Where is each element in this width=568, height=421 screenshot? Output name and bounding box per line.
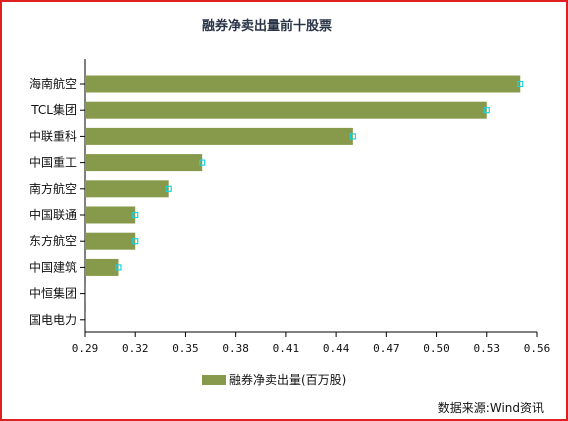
bar <box>85 232 136 250</box>
bar <box>85 285 86 303</box>
x-tick-label: 0.29 <box>72 342 99 355</box>
bar <box>85 258 119 276</box>
x-tick-label: 0.47 <box>373 342 400 355</box>
bar-end-marker <box>132 238 139 245</box>
plot-area: 海南航空 TCL集团中联重科中国重工南方航空中国联通东方航空中国建筑中恒集团国电电… <box>29 59 550 355</box>
bar <box>85 101 487 119</box>
legend-swatch <box>202 375 226 385</box>
bar <box>85 180 169 198</box>
x-tick-label: 0.41 <box>273 342 300 355</box>
legend: 融券净卖出量(百万股) <box>202 372 346 387</box>
category-label: 海南航空 <box>29 76 77 91</box>
category-label: 南方航空 <box>29 181 77 196</box>
category-label: 中国联通 <box>29 207 77 222</box>
bar-end-marker <box>165 185 172 192</box>
bar-end-marker <box>483 107 490 114</box>
x-tick-label: 0.32 <box>122 342 149 355</box>
x-tick-label: 0.56 <box>524 342 551 355</box>
data-source: 数据来源:Wind资讯 <box>438 400 544 415</box>
bar <box>85 127 353 145</box>
bar-end-marker <box>517 80 524 88</box>
bar-end-marker <box>115 264 122 271</box>
category-label: TCL集团 <box>30 102 77 117</box>
bar <box>85 154 203 172</box>
x-tick-label: 0.53 <box>474 342 501 355</box>
bar <box>85 311 86 329</box>
legend-label: 融券净卖出量(百万股) <box>229 372 346 387</box>
chart-title: 融券净卖出量前十股票 <box>202 18 332 34</box>
x-tick-label: 0.50 <box>423 342 450 355</box>
x-tick-label: 0.35 <box>172 342 199 355</box>
category-label: 东方航空 <box>29 233 77 248</box>
bar <box>85 206 136 224</box>
bar-end-marker <box>132 211 139 219</box>
bar-end-marker <box>349 133 356 140</box>
x-tick-label: 0.44 <box>323 342 350 355</box>
bar-end-marker <box>199 159 206 166</box>
category-label: 国电电力 <box>29 313 77 327</box>
category-label: 中国重工 <box>29 155 77 170</box>
bar <box>85 75 521 93</box>
category-label: 中国建筑 <box>29 259 77 274</box>
category-label: 中恒集团 <box>29 286 77 301</box>
category-label: 中联重科 <box>29 128 77 143</box>
x-tick-label: 0.38 <box>222 342 249 355</box>
